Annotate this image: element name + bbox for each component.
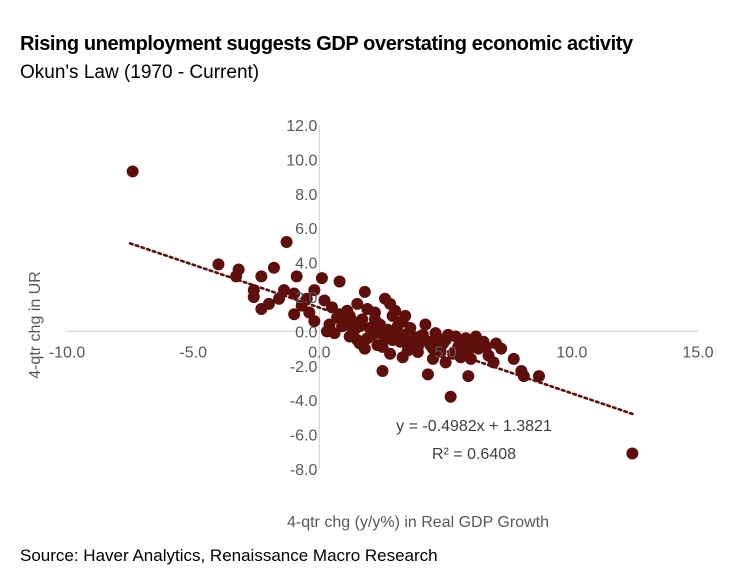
y-tick-label: 10.0 xyxy=(286,152,317,169)
data-point xyxy=(333,275,346,288)
data-point xyxy=(273,292,286,305)
data-point xyxy=(290,270,303,283)
x-tick-label: 5.0 xyxy=(434,344,456,361)
x-tick-label: 0.0 xyxy=(308,344,330,361)
data-point xyxy=(421,368,434,381)
data-point xyxy=(376,340,389,353)
data-point xyxy=(429,327,442,340)
y-tick-label: -4.0 xyxy=(290,393,318,410)
y-tick-label: 2.0 xyxy=(295,290,317,307)
data-point xyxy=(363,321,376,334)
data-point xyxy=(308,315,321,328)
data-point xyxy=(247,291,260,303)
data-point xyxy=(280,235,293,248)
data-point xyxy=(464,352,477,365)
tick-labels: -10.0 -5.0 0.0 5.0 10.0 15.0 12.0 10.0 8.0 6.0 4.0… xyxy=(49,118,714,479)
trendline-equation: y = -0.4982x + 1.3821 xyxy=(396,418,552,435)
data-point xyxy=(449,330,462,343)
y-tick-label: -2.0 xyxy=(290,359,318,376)
data-point xyxy=(288,287,301,300)
data-point xyxy=(255,303,268,316)
chart-title: Rising unemployment suggests GDP oversta… xyxy=(20,33,633,55)
data-point xyxy=(626,447,639,460)
data-point xyxy=(517,370,530,383)
data-point xyxy=(532,370,545,383)
y-tick-label: -8.0 xyxy=(290,462,318,479)
data-point xyxy=(414,330,427,343)
chart-subtitle: Okun's Law (1970 - Current) xyxy=(20,62,260,83)
data-point xyxy=(376,364,389,377)
data-point xyxy=(356,313,369,326)
data-point xyxy=(361,332,374,345)
data-point xyxy=(434,340,447,353)
data-point xyxy=(267,261,280,274)
y-tick-label: 12.0 xyxy=(286,118,317,135)
trendline-r-squared: R² = 0.6408 xyxy=(432,446,516,463)
x-tick-label: 15.0 xyxy=(682,344,713,361)
data-point xyxy=(396,351,409,364)
y-axis-title: 4-qtr chg in UR xyxy=(27,271,44,379)
data-point xyxy=(487,356,500,369)
data-point xyxy=(288,308,301,321)
data-point xyxy=(373,327,386,340)
data-point xyxy=(255,270,268,283)
data-point xyxy=(444,390,457,403)
data-point xyxy=(495,342,508,355)
data-point xyxy=(212,258,225,271)
data-point xyxy=(454,342,467,355)
data-point xyxy=(230,270,243,283)
data-point xyxy=(439,356,452,369)
y-tick-label: 8.0 xyxy=(295,187,317,204)
data-point xyxy=(368,306,381,319)
data-point xyxy=(389,304,402,317)
y-tick-label: 0.0 xyxy=(295,324,317,341)
data-point xyxy=(426,352,439,365)
x-axis-title: 4-qtr chg (y/y%) in Real GDP Growth xyxy=(287,514,549,531)
data-point xyxy=(320,325,333,338)
data-point xyxy=(469,330,482,343)
y-tick-label: 4.0 xyxy=(295,256,317,273)
data-point xyxy=(424,339,437,352)
data-point xyxy=(479,340,492,353)
y-tick-label: -6.0 xyxy=(290,428,318,445)
x-tick-label: -5.0 xyxy=(179,344,207,361)
data-point xyxy=(404,321,417,334)
data-points xyxy=(126,165,639,460)
data-point xyxy=(351,297,364,310)
data-point xyxy=(346,321,359,334)
data-point xyxy=(126,165,139,178)
data-point xyxy=(404,339,417,352)
data-point xyxy=(386,334,399,346)
source-note: Source: Haver Analytics, Renaissance Mac… xyxy=(20,546,438,565)
data-point xyxy=(454,351,467,364)
y-tick-label: 6.0 xyxy=(295,221,317,238)
data-point xyxy=(399,309,412,322)
data-point xyxy=(507,352,520,365)
data-point xyxy=(462,370,475,383)
data-point xyxy=(308,284,321,297)
data-point xyxy=(459,332,472,345)
x-tick-label: -10.0 xyxy=(49,344,86,361)
data-point xyxy=(300,292,313,305)
data-point xyxy=(331,311,344,324)
data-point xyxy=(419,318,432,331)
x-tick-label: 10.0 xyxy=(556,344,587,361)
data-point xyxy=(315,272,328,285)
data-point xyxy=(358,285,371,298)
